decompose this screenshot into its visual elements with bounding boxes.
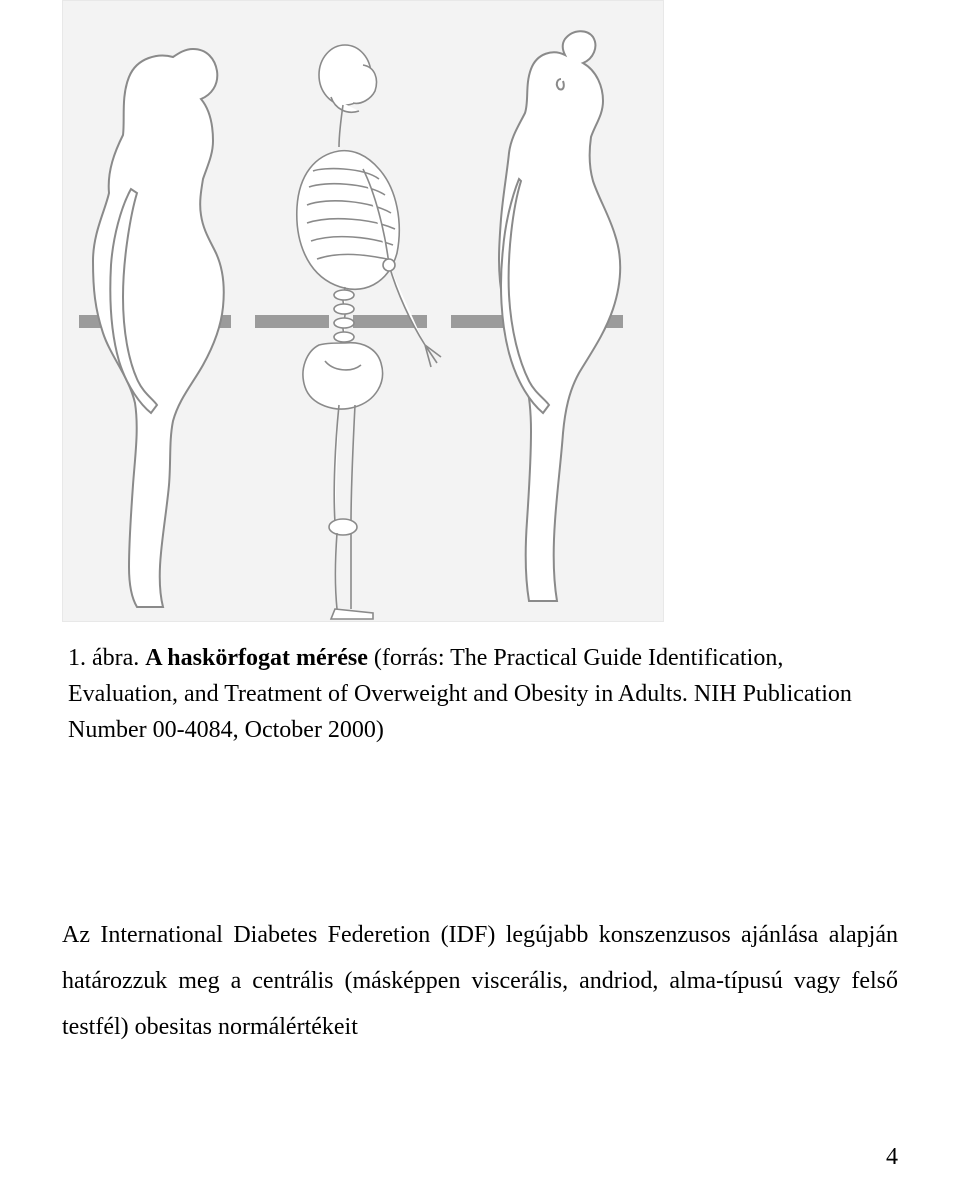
figure-svg <box>63 1 663 621</box>
caption-label: 1. ábra. <box>68 645 139 671</box>
female-silhouette <box>93 49 224 607</box>
skeleton-silhouette <box>297 45 441 619</box>
document-page: 1. ábra. A haskörfogat mérése (forrás: T… <box>0 0 960 1195</box>
body-paragraph: Az International Diabetes Federetion (ID… <box>62 912 898 1050</box>
figure-caption: 1. ábra. A haskörfogat mérése (forrás: T… <box>68 640 898 748</box>
waist-measurement-figure <box>62 0 664 622</box>
page-number: 4 <box>886 1144 898 1171</box>
caption-title: A haskörfogat mérése <box>145 645 368 671</box>
male-silhouette <box>499 31 620 601</box>
